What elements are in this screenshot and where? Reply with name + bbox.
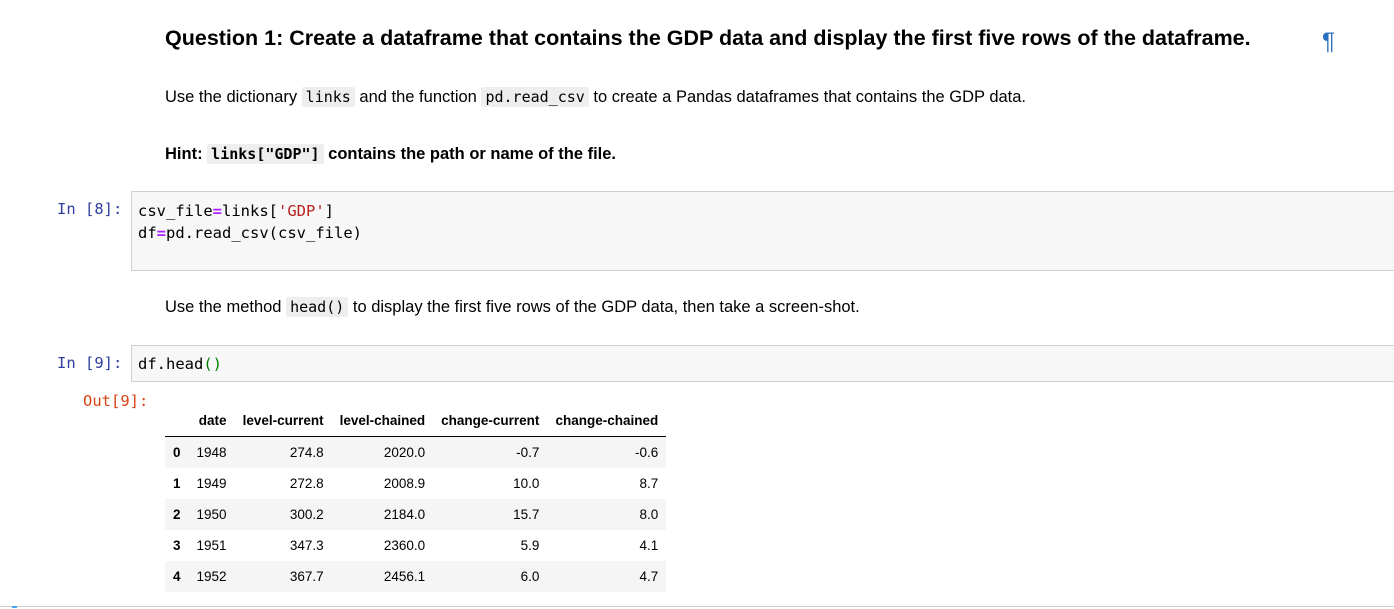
- table-cell: 2456.1: [383, 569, 426, 584]
- table-row: 0 1948 274.8 2020.0 -0.7 -0.6: [165, 436, 667, 468]
- table-cell: 1952: [196, 569, 227, 584]
- code-token: links[: [222, 202, 278, 220]
- code-line-head: df.head(): [138, 353, 1394, 375]
- question-heading: Question 1: Create a dataframe that cont…: [165, 26, 1251, 50]
- dataframe-table: date level-current level-chained change-…: [165, 405, 667, 592]
- table-cell: 15.7: [513, 507, 540, 522]
- instruction-prefix: Use the dictionary: [165, 88, 298, 106]
- selected-cell-indicator: [12, 606, 17, 608]
- code-token: csv_file: [138, 202, 213, 220]
- table-cell: 1948: [196, 445, 227, 460]
- cell-divider: [0, 606, 1394, 607]
- cell-prompt-in-8: In [8]:: [57, 200, 123, 218]
- anchor-link[interactable]: ¶: [1322, 28, 1335, 55]
- code-token: df: [138, 224, 157, 242]
- hint-code: links["GDP"]: [207, 144, 324, 164]
- code-operator: =: [156, 224, 167, 242]
- row-index: 4: [173, 569, 181, 584]
- code-cell-1[interactable]: csv_file=links['GDP'] df=pd.read_csv(csv…: [131, 191, 1394, 271]
- table-cell: 1949: [196, 476, 227, 491]
- cell-prompt-in-9: In [9]:: [57, 354, 123, 372]
- table-cell: 8.0: [639, 507, 659, 522]
- code-token: ]: [324, 202, 335, 220]
- row-index: 0: [173, 445, 181, 460]
- inline-code-read-csv: pd.read_csv: [481, 87, 589, 107]
- code-string: 'GDP': [278, 202, 325, 220]
- table-cell: 2020.0: [383, 445, 426, 460]
- row-index: 1: [173, 476, 181, 491]
- table-cell: 8.7: [639, 476, 659, 491]
- hint-paragraph: Hint: links["GDP"] contains the path or …: [165, 144, 617, 164]
- table-cell: 10.0: [513, 476, 540, 491]
- column-header: date: [188, 405, 235, 437]
- instruction2-suffix: to display the first five rows of the GD…: [352, 298, 860, 316]
- table-cell: 272.8: [289, 476, 324, 491]
- table-cell: 6.0: [520, 569, 540, 584]
- table-row: 1 1949 272.8 2008.9 10.0 8.7: [165, 468, 666, 499]
- table-row: 4 1952 367.7 2456.1 6.0 4.7: [165, 561, 667, 592]
- instruction-paragraph: Use the dictionary links and the functio…: [165, 87, 1027, 107]
- cell-prompt-out-9: Out[9]:: [83, 392, 149, 410]
- inline-code-links: links: [301, 87, 355, 107]
- table-cell: 4.1: [639, 538, 659, 553]
- column-header: level-current: [234, 405, 332, 437]
- table-cell: 1950: [196, 507, 227, 522]
- instruction-middle: and the function: [359, 88, 477, 106]
- code-operator: =: [212, 202, 222, 220]
- row-index: 3: [173, 538, 181, 553]
- table-cell: 274.8: [289, 445, 324, 460]
- column-header: change-current: [433, 405, 548, 437]
- code-paren: (): [203, 355, 222, 373]
- code-cell-2[interactable]: df.head(): [131, 345, 1394, 382]
- hint-text: contains the path or name of the file.: [328, 145, 617, 163]
- table-cell: 1951: [196, 538, 227, 553]
- table-cell: 2360.0: [383, 538, 426, 553]
- row-index: 2: [173, 507, 181, 522]
- code-line-1: csv_file=links['GDP']: [138, 200, 1394, 222]
- code-token: pd.read_csv(csv_file): [166, 224, 362, 242]
- column-header: level-chained: [331, 405, 434, 437]
- instruction-suffix: to create a Pandas dataframes that conta…: [593, 88, 1027, 106]
- table-cell: 300.2: [289, 507, 324, 522]
- column-header: change-chained: [547, 405, 667, 437]
- dataframe-output: date level-current level-chained change-…: [165, 405, 667, 592]
- instruction2-prefix: Use the method: [165, 298, 282, 316]
- table-cell: 367.7: [289, 569, 324, 584]
- code-line-2: df=pd.read_csv(csv_file): [138, 222, 1394, 244]
- table-cell: -0.7: [516, 445, 540, 460]
- column-header: [165, 405, 189, 437]
- table-cell: 5.9: [520, 538, 540, 553]
- code-token: df.head: [138, 355, 204, 373]
- table-cell: 2008.9: [383, 476, 426, 491]
- table-row: 3 1951 347.3 2360.0 5.9 4.1: [165, 530, 666, 561]
- table-cell: -0.6: [634, 445, 659, 460]
- inline-code-head: head(): [286, 297, 349, 317]
- table-cell: 2184.0: [383, 507, 426, 522]
- hint-label: Hint:: [165, 145, 203, 163]
- head-instruction-paragraph: Use the method head() to display the fir…: [165, 297, 860, 317]
- table-cell: 347.3: [289, 538, 324, 553]
- table-header-row: date level-current level-chained change-…: [165, 405, 667, 437]
- table-row: 2 1950 300.2 2184.0 15.7 8.0: [165, 499, 667, 530]
- table-cell: 4.7: [639, 569, 659, 584]
